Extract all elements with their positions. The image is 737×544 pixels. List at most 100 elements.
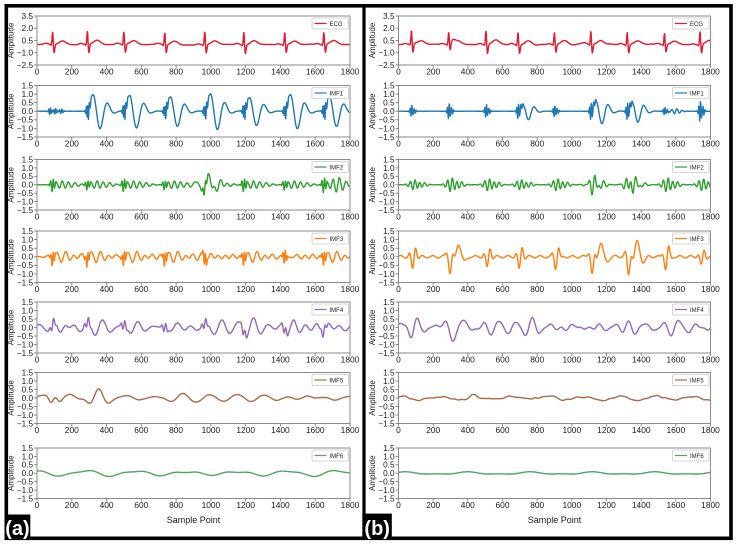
svg-text:800: 800 <box>530 284 544 294</box>
svg-text:IMF5: IMF5 <box>690 378 704 384</box>
svg-text:0.0: 0.0 <box>383 469 395 478</box>
svg-text:1800: 1800 <box>701 139 720 149</box>
svg-text:600: 600 <box>134 139 148 149</box>
svg-text:0.0: 0.0 <box>383 394 395 403</box>
svg-text:IMF4: IMF4 <box>690 308 704 314</box>
svg-text:800: 800 <box>530 425 544 435</box>
svg-text:1600: 1600 <box>666 212 685 222</box>
svg-text:IMF3: IMF3 <box>330 237 344 243</box>
svg-text:1400: 1400 <box>271 355 290 365</box>
svg-text:Amplitude: Amplitude <box>7 166 16 202</box>
svg-text:IMF6: IMF6 <box>330 454 344 460</box>
svg-text:−1.5: −1.5 <box>378 419 395 428</box>
svg-text:0.0: 0.0 <box>22 323 34 332</box>
svg-text:(a): (a) <box>5 518 29 540</box>
svg-text:1800: 1800 <box>341 425 360 435</box>
svg-text:1400: 1400 <box>632 284 651 294</box>
svg-text:Amplitude: Amplitude <box>368 380 377 416</box>
svg-text:IMF1: IMF1 <box>330 91 344 97</box>
svg-text:1800: 1800 <box>701 67 720 77</box>
svg-text:Amplitude: Amplitude <box>7 93 16 129</box>
svg-text:1.0: 1.0 <box>383 236 395 245</box>
svg-text:1200: 1200 <box>597 67 616 77</box>
svg-text:−0.5: −0.5 <box>17 116 34 125</box>
svg-text:−1.0: −1.0 <box>17 198 34 207</box>
svg-text:400: 400 <box>100 67 114 77</box>
svg-text:1.5: 1.5 <box>383 298 395 307</box>
svg-text:200: 200 <box>65 67 79 77</box>
svg-text:1.0: 1.0 <box>383 377 395 386</box>
svg-text:1800: 1800 <box>341 212 360 222</box>
svg-text:Amplitude: Amplitude <box>7 380 16 416</box>
svg-text:Amplitude: Amplitude <box>7 22 16 58</box>
svg-text:1.5: 1.5 <box>22 81 34 90</box>
svg-text:−0.5: −0.5 <box>378 478 395 487</box>
svg-text:1400: 1400 <box>271 284 290 294</box>
svg-text:200: 200 <box>65 425 79 435</box>
svg-text:0.5: 0.5 <box>383 461 395 470</box>
svg-text:1000: 1000 <box>562 139 581 149</box>
svg-text:Amplitude: Amplitude <box>7 309 16 345</box>
svg-text:1800: 1800 <box>341 67 360 77</box>
svg-text:0.5: 0.5 <box>383 36 395 45</box>
svg-text:1600: 1600 <box>306 355 325 365</box>
svg-text:1000: 1000 <box>202 284 221 294</box>
svg-text:IMF2: IMF2 <box>330 165 344 171</box>
svg-text:−1.5: −1.5 <box>378 349 395 358</box>
svg-text:−1.0: −1.0 <box>378 411 395 420</box>
svg-text:−1.5: −1.5 <box>17 206 34 215</box>
svg-text:1400: 1400 <box>632 425 651 435</box>
svg-text:400: 400 <box>100 500 114 510</box>
svg-text:Amplitude: Amplitude <box>368 93 377 129</box>
svg-text:0: 0 <box>35 500 40 510</box>
svg-text:600: 600 <box>496 212 510 222</box>
svg-text:1000: 1000 <box>202 355 221 365</box>
svg-text:−0.5: −0.5 <box>378 332 395 341</box>
svg-text:600: 600 <box>134 284 148 294</box>
svg-text:−1.0: −1.0 <box>378 49 395 58</box>
svg-text:1.5: 1.5 <box>22 444 34 453</box>
svg-text:1000: 1000 <box>562 355 581 365</box>
svg-text:−0.5: −0.5 <box>17 402 34 411</box>
svg-text:400: 400 <box>100 425 114 435</box>
svg-text:400: 400 <box>100 139 114 149</box>
svg-text:600: 600 <box>134 500 148 510</box>
svg-text:−1.0: −1.0 <box>17 124 34 133</box>
svg-text:1600: 1600 <box>666 425 685 435</box>
svg-text:1.5: 1.5 <box>22 298 34 307</box>
svg-text:0: 0 <box>396 212 401 222</box>
svg-text:1800: 1800 <box>341 284 360 294</box>
svg-text:0: 0 <box>35 212 40 222</box>
svg-text:−1.5: −1.5 <box>17 133 34 142</box>
svg-text:−1.0: −1.0 <box>17 486 34 495</box>
svg-text:1600: 1600 <box>306 500 325 510</box>
svg-text:−1.5: −1.5 <box>17 419 34 428</box>
svg-text:1.0: 1.0 <box>22 164 34 173</box>
svg-text:1800: 1800 <box>341 355 360 365</box>
svg-text:1200: 1200 <box>597 284 616 294</box>
svg-text:1600: 1600 <box>666 139 685 149</box>
svg-text:1800: 1800 <box>341 139 360 149</box>
svg-text:1600: 1600 <box>666 500 685 510</box>
svg-text:1400: 1400 <box>632 139 651 149</box>
svg-text:IMF3: IMF3 <box>690 237 704 243</box>
svg-text:1000: 1000 <box>562 425 581 435</box>
svg-text:0.0: 0.0 <box>22 253 34 262</box>
svg-text:1800: 1800 <box>701 212 720 222</box>
svg-text:−1.0: −1.0 <box>378 486 395 495</box>
svg-text:1000: 1000 <box>202 67 221 77</box>
svg-text:1200: 1200 <box>236 425 255 435</box>
svg-text:3.5: 3.5 <box>383 12 395 21</box>
svg-text:Sample Point: Sample Point <box>167 515 221 525</box>
svg-text:1400: 1400 <box>271 212 290 222</box>
svg-text:1800: 1800 <box>701 500 720 510</box>
svg-text:0.5: 0.5 <box>383 315 395 324</box>
svg-text:1000: 1000 <box>202 500 221 510</box>
svg-text:−2.5: −2.5 <box>378 61 395 70</box>
svg-text:800: 800 <box>530 500 544 510</box>
svg-text:0: 0 <box>35 355 40 365</box>
svg-text:3.5: 3.5 <box>22 12 34 21</box>
svg-text:800: 800 <box>169 212 183 222</box>
svg-text:800: 800 <box>530 212 544 222</box>
svg-text:1000: 1000 <box>202 139 221 149</box>
